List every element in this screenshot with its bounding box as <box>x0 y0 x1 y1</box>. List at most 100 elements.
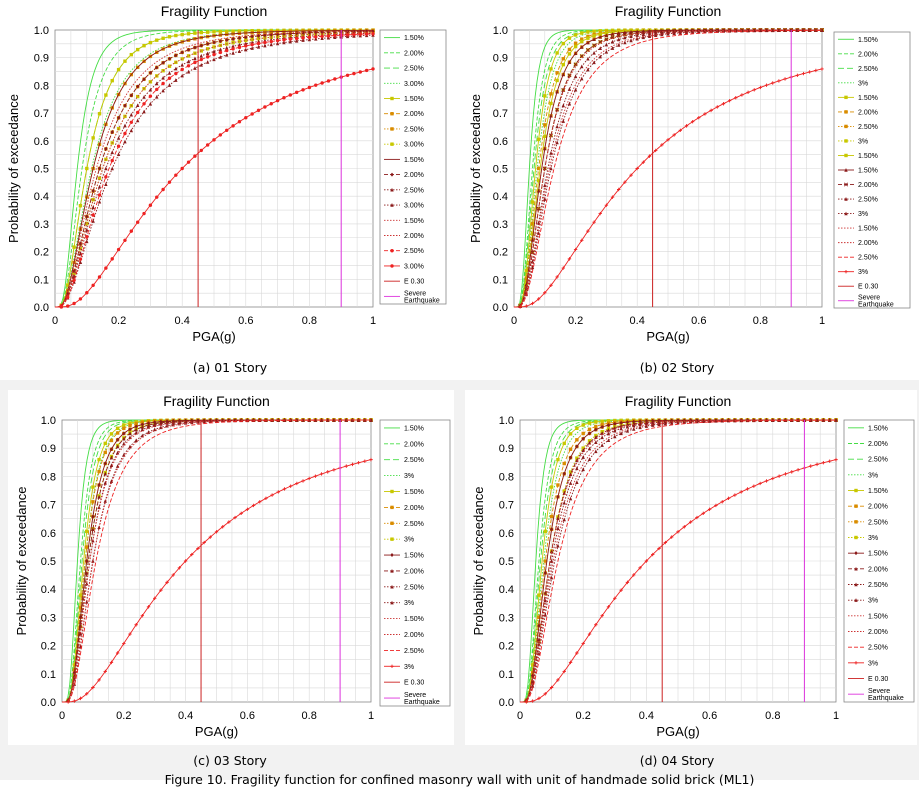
y-tick-label: 0.9 <box>41 443 56 455</box>
legend-marker <box>844 139 848 143</box>
series-15-point <box>199 57 203 62</box>
series-15-point <box>174 71 178 76</box>
series-8-point <box>244 38 248 43</box>
series-15-point <box>212 52 216 57</box>
series-16-point <box>270 493 274 497</box>
y-tick-label: 1.0 <box>34 25 49 37</box>
series-9-point <box>604 31 609 35</box>
series-16-point <box>537 696 541 701</box>
series-15-point <box>129 120 134 125</box>
series-11-point <box>142 95 146 99</box>
fragility-chart-b: Fragility Function 0.0 0.1 0.2 0.3 0.4 0.5 0.6 0… <box>468 3 911 344</box>
series-6-point <box>543 559 547 563</box>
series-16-point <box>146 605 151 609</box>
series-12-point <box>575 480 579 484</box>
series-16-point <box>524 700 529 704</box>
series-17-point <box>771 81 775 85</box>
series-6-point <box>567 47 572 52</box>
series-16-point <box>644 559 649 563</box>
y-tick-label: 0.8 <box>499 471 514 483</box>
series-11-point <box>587 446 592 451</box>
series-13-point <box>641 35 646 40</box>
series-9-point <box>598 32 602 36</box>
legend-item-11: 2.50% <box>848 582 888 589</box>
series-8-point <box>135 94 140 99</box>
legend: 1.50% 2.00% 2.50% 3% 1.50% 2.00% 2.50% 3% 1.50% 1… <box>833 31 911 309</box>
series-5-point <box>568 432 573 436</box>
series-16-point <box>85 692 89 696</box>
y-tick-label: 0.8 <box>41 471 56 483</box>
series-12-point <box>256 44 261 49</box>
series-11-point <box>129 112 134 117</box>
series-9-point <box>97 483 101 488</box>
series-12-point <box>218 55 223 59</box>
series-17-point <box>543 291 547 295</box>
series-16-point <box>834 457 838 462</box>
legend-item-12: 2.50% <box>838 197 878 204</box>
series-11-point <box>581 455 585 459</box>
legend-label: 1.50% <box>404 35 424 42</box>
series-16-point <box>148 203 153 207</box>
series-11-point <box>97 184 102 189</box>
series-16-point <box>91 283 95 288</box>
series-12-point <box>250 46 254 50</box>
series-5-point <box>186 32 191 36</box>
series-11-point <box>575 466 579 471</box>
series-5-point <box>104 93 108 97</box>
legend-item-2: 2.00% <box>384 50 424 57</box>
x-tick-label: 0.6 <box>702 710 717 722</box>
series-13-point <box>660 32 664 37</box>
series-16-point <box>129 229 134 233</box>
series-16-point <box>575 651 579 655</box>
series-13-point <box>555 140 559 145</box>
legend-label: 1.50% <box>858 95 878 102</box>
series-12-point <box>332 418 336 422</box>
series-16-point <box>796 468 800 472</box>
series-12-point <box>244 47 248 52</box>
legend-label: 2.50% <box>868 519 888 526</box>
series-16-point <box>333 77 337 81</box>
legend-item-18: Severe Earthquake <box>384 692 440 706</box>
series-10-point <box>134 427 138 432</box>
series-6-point <box>524 276 529 280</box>
legend-marker <box>390 537 394 541</box>
series-9-point <box>543 134 547 139</box>
series-16-point <box>764 479 769 483</box>
series-5-point <box>530 663 535 667</box>
panel-caption-d: (d) 04 Story <box>639 753 715 768</box>
series-17-point <box>536 297 541 301</box>
series-5-point <box>97 457 101 462</box>
series-13-point <box>653 33 658 38</box>
series-12-point <box>623 35 627 40</box>
series-16-point <box>790 470 794 474</box>
series-11-point <box>594 440 598 444</box>
series-16-point <box>581 641 585 646</box>
series-12-point <box>135 118 140 123</box>
series-10-point <box>218 39 223 44</box>
series-16-point <box>276 490 280 494</box>
y-tick-label: 0.6 <box>499 528 514 540</box>
series-6-point <box>530 222 535 226</box>
y-tick-label: 1.0 <box>493 25 508 37</box>
series-16-curve <box>520 457 838 704</box>
series-6-point <box>128 423 132 428</box>
series-16-point <box>707 507 712 512</box>
series-5-point <box>78 204 83 208</box>
chart-panel-c: Fragility Function 0.0 0.1 0.2 0.3 0.4 0.5 0.6 0… <box>8 390 454 745</box>
series-9-point <box>580 39 584 44</box>
series-17-point <box>697 116 701 120</box>
series-5-point <box>103 441 107 446</box>
series-10-point <box>167 56 172 61</box>
x-tick-label: 0.4 <box>175 315 190 327</box>
series-16-point <box>294 90 299 95</box>
series-12-point <box>78 260 83 265</box>
series-17-point <box>752 88 756 92</box>
series-15-point <box>314 35 318 39</box>
series-6-point <box>586 34 590 39</box>
legend-marker <box>390 96 394 101</box>
y-tick-label: 0.1 <box>493 274 508 286</box>
series-16-curve <box>514 29 823 308</box>
series-17-point <box>647 154 652 158</box>
series-10-point <box>78 241 83 246</box>
series-5-point <box>580 31 584 35</box>
